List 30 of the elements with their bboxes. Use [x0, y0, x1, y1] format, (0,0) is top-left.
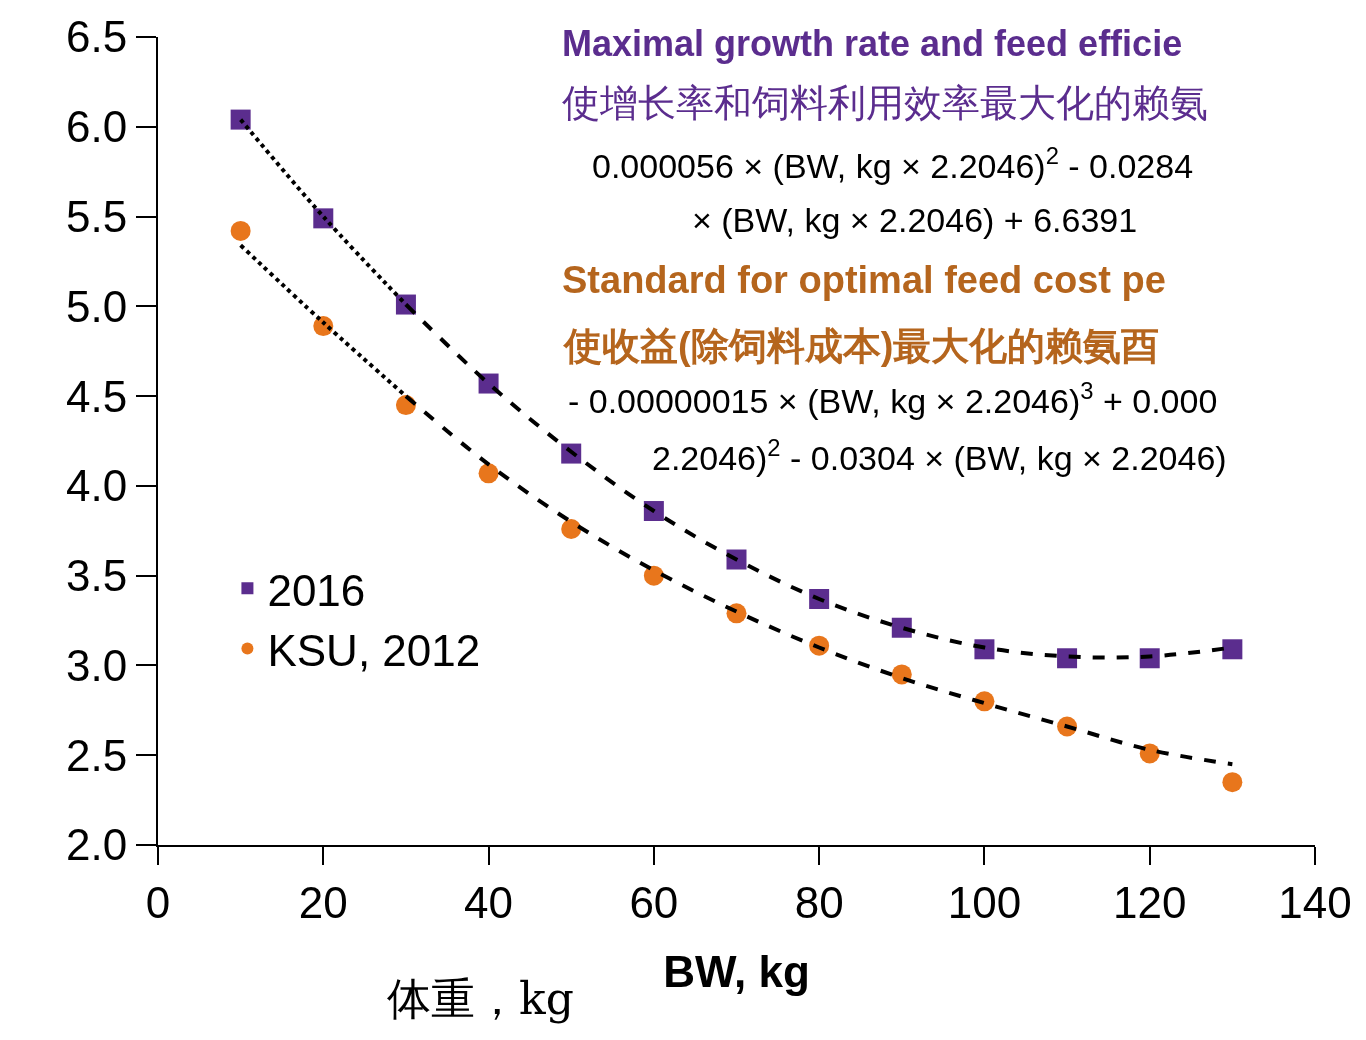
y-tick-label: 3.5 — [66, 551, 128, 601]
x-axis-title: BW, kg — [663, 946, 810, 996]
x-tick-label: 120 — [1113, 877, 1187, 927]
x-tick-label: 20 — [298, 877, 348, 927]
annotation: 使增长率和饲料利用效率最大化的赖氨 — [562, 82, 1208, 124]
text: 体重，kg — [387, 973, 574, 1024]
annotation: × (BW, kg × 2.2046) + 6.6391 — [692, 201, 1138, 239]
x-tick-label: 40 — [464, 877, 514, 927]
annotation: Maximal growth rate and feed efficie — [562, 23, 1183, 64]
y-tick-label: 2.5 — [66, 730, 128, 780]
annotation: 使收益(除饲料成本)最大化的赖氨酉 — [562, 325, 1160, 367]
annotation: 0.000056 × (BW, kg × 2.2046)$^{2}$ - 0.0284 — [592, 142, 1194, 186]
x-tick-label: 0 — [145, 877, 171, 927]
y-tick-label: 5.5 — [66, 191, 128, 241]
x-tick-label: 60 — [629, 877, 679, 927]
x-tick-label: 80 — [794, 877, 844, 927]
y-tick-label: 4.5 — [66, 371, 128, 421]
annotation: 2.2046)$^{2}$ - 0.0304 × (BW, kg × 2.2046) — [652, 434, 1227, 478]
y-tick-label: 6.0 — [66, 102, 128, 152]
y-tick-label: 3.0 — [66, 640, 128, 690]
legend-label: 2016 — [267, 565, 366, 615]
x-tick-label: 140 — [1278, 877, 1352, 927]
y-tick-label: 2.0 — [66, 820, 128, 870]
y-tick-label: 6.5 — [66, 12, 128, 62]
y-tick-label: 5.0 — [66, 281, 128, 331]
legend-label: KSU, 2012 — [267, 625, 481, 675]
annotation: Standard for optimal feed cost pe — [562, 259, 1166, 301]
annotation: - 0.00000015 × (BW, kg × 2.2046)$^{3}$ + 0.000 — [568, 377, 1218, 421]
x-tick-label: 100 — [947, 877, 1022, 927]
y-tick-label: 4.0 — [66, 461, 128, 511]
